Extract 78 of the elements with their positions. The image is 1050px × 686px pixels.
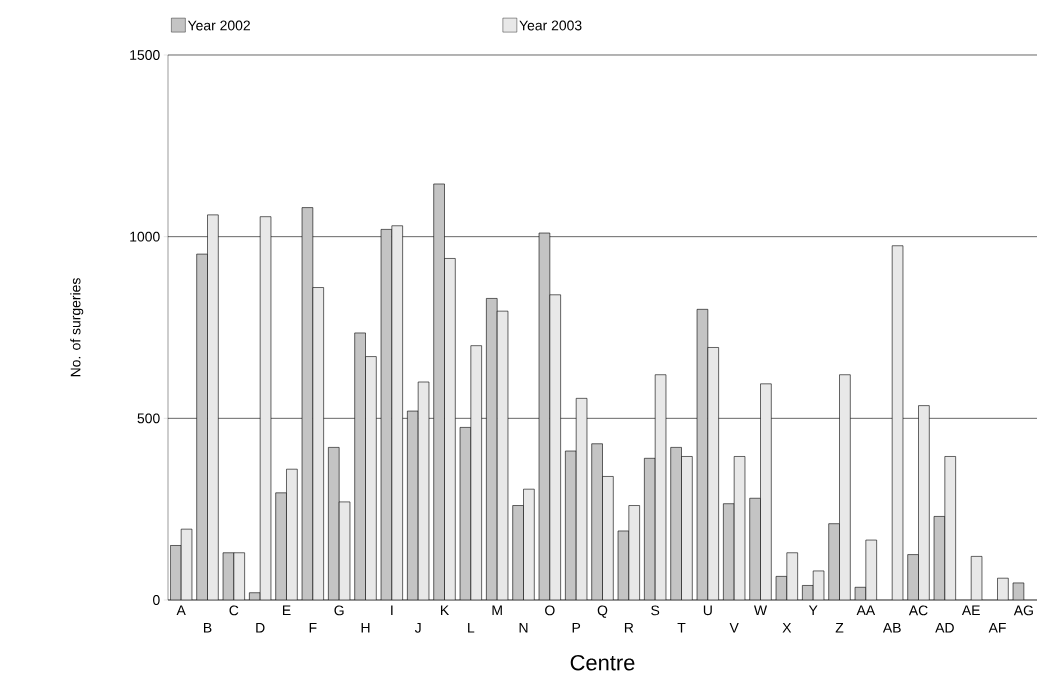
x-tick-label: G [334,605,344,616]
bar [749,497,761,600]
x-tick-label: J [414,622,421,633]
x-tick-label: D [256,622,265,633]
x-tick-label: X [782,622,792,633]
bar [233,552,245,600]
bar [944,456,956,600]
x-tick-label: AA [856,605,876,616]
y-tick-label: 500 [137,413,160,424]
x-tick-label: AC [908,605,928,616]
legend-label: Year 2003 [519,20,582,31]
x-tick-label: T [677,622,686,633]
bar [512,505,524,600]
x-tick-label: O [545,605,555,616]
x-tick-label: Y [808,605,818,616]
bar [786,552,798,600]
y-tick-label: 1500 [130,50,160,60]
x-tick-label: R [624,622,634,633]
x-tick-label: U [703,605,712,616]
x-tick-label: V [729,622,739,633]
x-tick-label: I [391,605,393,616]
x-tick-label: E [282,605,291,616]
x-tick-label: F [309,622,317,633]
bar [865,539,877,600]
bar [407,410,419,600]
bar [602,476,614,600]
bar [365,356,377,600]
bar [486,298,498,600]
legend-label: Year 2002 [187,20,250,31]
y-tick-label: 0 [153,595,160,605]
x-tick-label: P [572,622,581,633]
bar [644,458,656,600]
bar [354,332,366,600]
x-tick-label: S [651,605,660,616]
x-tick-label: AD [935,622,954,633]
y-axis-title: No. of surgeries [70,278,84,377]
x-tick-label: N [519,622,528,633]
bar [707,347,719,600]
x-tick-label: AF [988,622,1006,633]
x-tick-label: K [440,605,450,616]
bar [275,492,287,600]
x-tick-label: Z [835,622,844,633]
x-tick-label: M [492,605,502,616]
x-tick-label: C [229,605,239,616]
bar [839,374,851,600]
bar [286,468,298,600]
bar [328,447,340,600]
bar [591,443,603,600]
x-tick-label: AG [1013,605,1033,616]
bar [918,405,930,600]
bar [523,488,535,600]
bar [670,447,682,600]
bar [565,450,577,600]
x-tick-label: A [176,605,186,616]
bar [444,258,456,600]
x-tick-label: L [468,622,475,633]
bar [723,503,735,600]
bar [433,183,445,600]
bar [196,253,208,600]
bar [312,287,324,600]
bar [628,505,640,600]
y-tick-label: 1000 [130,231,160,242]
bar [470,345,482,600]
x-tick-label: B [203,622,212,633]
x-tick-label: AE [961,605,980,616]
bar [207,214,219,600]
x-tick-label: H [361,622,370,633]
bar [907,554,919,600]
bar [391,225,403,600]
bar [549,294,561,600]
x-tick-label: W [753,605,768,616]
bar [828,523,840,600]
x-axis-title: Centre [570,654,635,671]
bar [681,456,693,600]
bar [760,383,772,600]
x-tick-label: Q [597,605,608,618]
x-tick-label: AB [882,622,901,633]
bar [170,545,182,600]
